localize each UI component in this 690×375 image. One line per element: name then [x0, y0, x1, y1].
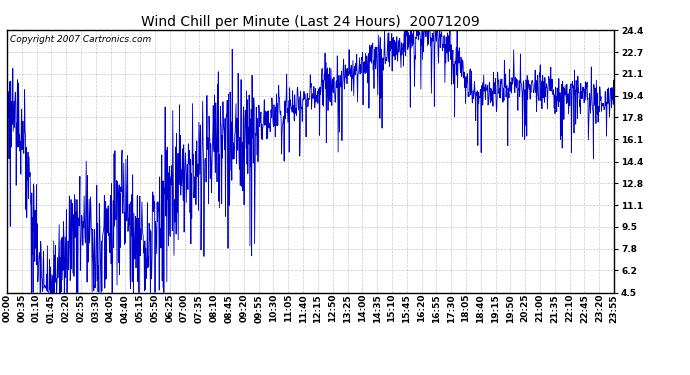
- Title: Wind Chill per Minute (Last 24 Hours)  20071209: Wind Chill per Minute (Last 24 Hours) 20…: [141, 15, 480, 29]
- Text: Copyright 2007 Cartronics.com: Copyright 2007 Cartronics.com: [10, 35, 151, 44]
